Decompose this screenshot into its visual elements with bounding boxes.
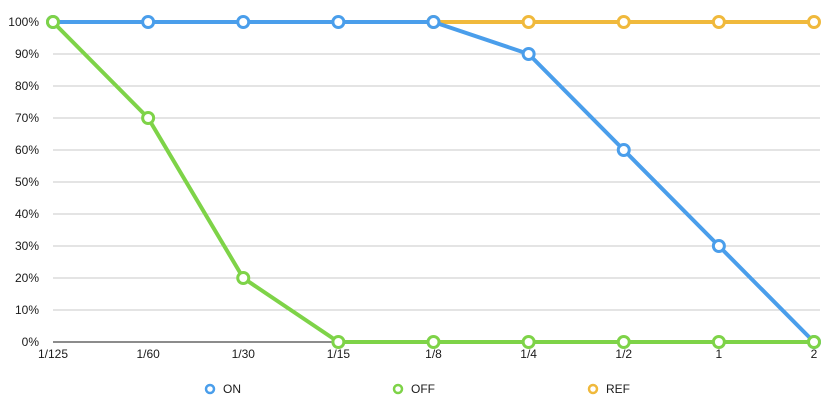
legend-item-on: ON: [204, 382, 241, 396]
gridlines: [53, 21, 820, 311]
y-tick-label: 0%: [22, 335, 40, 349]
data-point-ref: [807, 15, 821, 29]
y-tick-label: 40%: [15, 207, 39, 221]
legend: ON OFF REF: [204, 382, 630, 396]
x-tick-label: 1/60: [136, 347, 160, 361]
y-tick-label: 50%: [15, 175, 39, 189]
y-tick-label: 100%: [8, 15, 39, 29]
legend-marker-off: [392, 383, 404, 395]
data-point-off: [236, 271, 251, 285]
data-point-off: [331, 335, 346, 349]
data-point-off: [46, 15, 60, 29]
legend-label-ref: REF: [606, 382, 630, 396]
series-off: [46, 15, 821, 349]
y-tick-label: 60%: [15, 143, 39, 157]
data-point-off: [807, 335, 821, 349]
y-tick-label: 70%: [15, 111, 39, 125]
y-tick-label: 10%: [15, 303, 39, 317]
x-tick-label: 1/8: [425, 347, 442, 361]
x-axis: 1/125 1/60 1/30 1/15 1/8 1/4 1/2 1 2: [38, 341, 820, 361]
data-point-off: [141, 111, 156, 125]
legend-item-ref: REF: [587, 382, 630, 396]
data-point-ref: [711, 15, 726, 29]
x-tick-label: 1/4: [520, 347, 537, 361]
series-ref: [426, 15, 821, 29]
x-tick-label: 1/30: [232, 347, 256, 361]
series-layer: [46, 15, 821, 349]
legend-item-off: OFF: [392, 382, 435, 396]
data-point-on: [236, 15, 251, 29]
data-point-off: [711, 335, 726, 349]
x-tick-label: 1/125: [38, 347, 68, 361]
data-point-ref: [521, 15, 536, 29]
data-point-on: [711, 239, 726, 253]
data-point-on: [616, 143, 631, 157]
data-point-on: [331, 15, 346, 29]
y-tick-label: 90%: [15, 47, 39, 61]
legend-marker-ref: [587, 383, 599, 395]
x-tick-label: 1/15: [327, 347, 351, 361]
legend-marker-on: [204, 383, 216, 395]
data-point-on: [521, 47, 536, 61]
legend-label-on: ON: [223, 382, 241, 396]
x-tick-label: 1: [716, 347, 723, 361]
data-point-off: [521, 335, 536, 349]
x-tick-label: 1/2: [615, 347, 632, 361]
data-point-on: [141, 15, 156, 29]
y-axis: 0% 10% 20% 30% 40% 50% 60% 70% 80% 90% 100%: [8, 15, 39, 349]
data-point-off: [616, 335, 631, 349]
data-point-on: [426, 15, 441, 29]
y-tick-label: 80%: [15, 79, 39, 93]
legend-label-off: OFF: [411, 382, 435, 396]
data-point-off: [426, 335, 441, 349]
y-tick-label: 30%: [15, 239, 39, 253]
x-tick-label: 2: [811, 347, 818, 361]
y-tick-label: 20%: [15, 271, 39, 285]
data-point-ref: [616, 15, 631, 29]
